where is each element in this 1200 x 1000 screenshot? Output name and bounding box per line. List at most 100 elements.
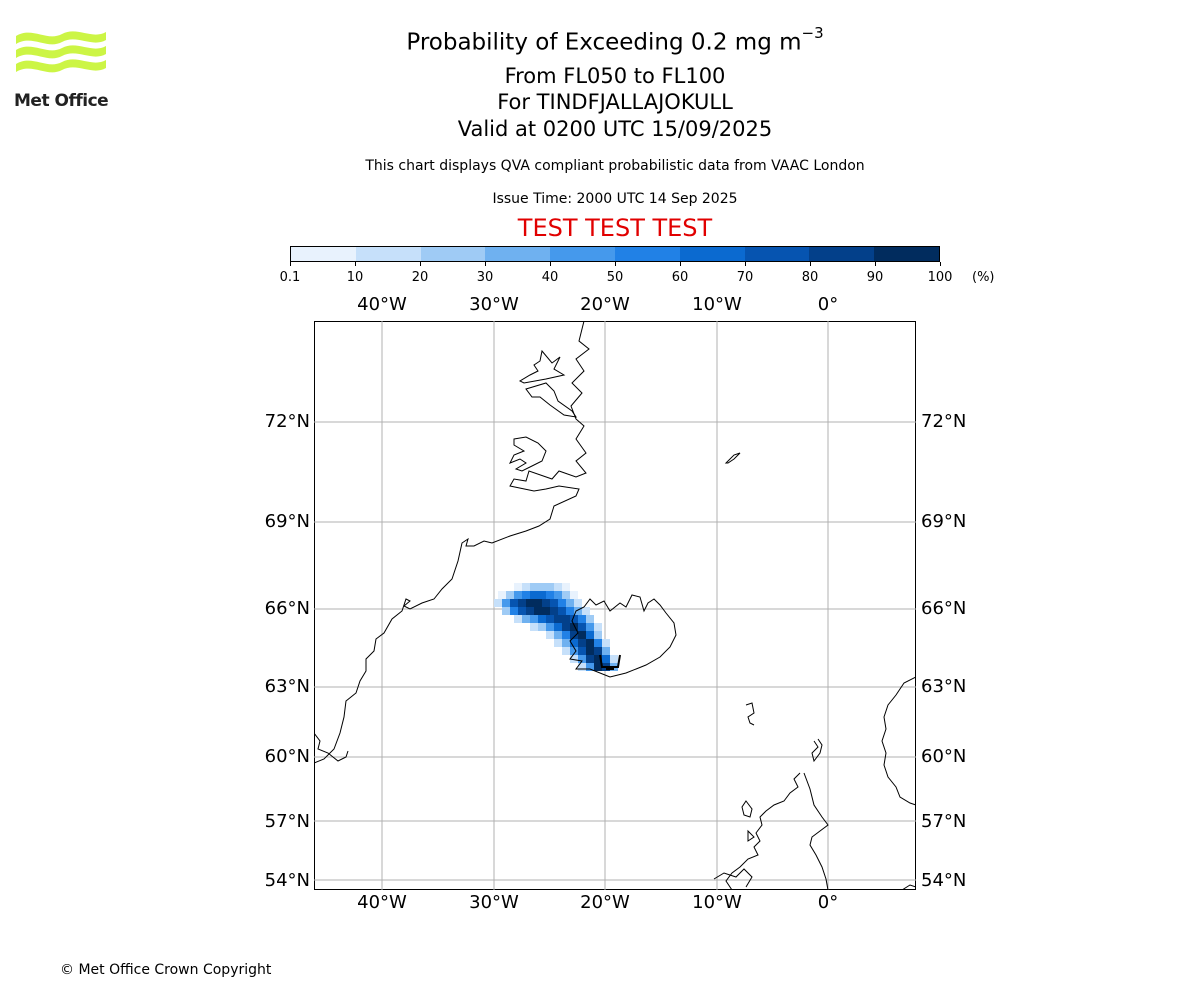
longitude-label: 40°W [357,294,407,315]
colorbar-tick-label: 100 [927,270,953,285]
flight-level-range: From FL050 to FL100 [504,64,726,88]
plume-cell [578,615,586,623]
plume-cell [558,599,566,607]
greenland-fjord-3 [508,436,547,472]
plume-cell [570,615,578,623]
colorbar-tick-label: 0.1 [279,270,301,285]
plume-cell [518,599,526,607]
colorbar-tick-mark [680,262,681,266]
plume-cell [546,631,554,639]
colorbar-tick-mark [810,262,811,266]
map-panel [314,321,916,890]
latitude-label: 60°N [921,746,967,767]
latitude-label: 57°N [264,811,310,832]
plume-cell [578,631,586,639]
longitude-label: 10°W [692,294,742,315]
plume-cell [510,607,518,615]
latitude-label: 72°N [264,411,310,432]
plume-cell [546,591,554,599]
plume-cell [594,639,602,647]
plume-cell [570,639,578,647]
colorbar [290,246,940,262]
plume-cell [530,591,538,599]
plume-cell [594,623,602,631]
plume-cell [514,591,522,599]
faroe-islands [745,702,755,726]
plume-cell [566,607,574,615]
plume-cell [594,631,602,639]
colorbar-segment [679,247,745,261]
colorbar-tick-label: 10 [346,270,364,285]
plume-cell [570,647,578,655]
latitude-label: 66°N [264,598,310,619]
colorbar-segment [291,247,356,261]
plume-cell [530,615,538,623]
colorbar-tick-label: 30 [476,270,494,285]
shetland [811,738,823,763]
issue-time: Issue Time: 2000 UTC 14 Sep 2025 [492,191,738,207]
colorbar-segment [744,247,810,261]
colorbar-tick-label: 80 [801,270,819,285]
plume-cell [570,655,578,663]
plume-cell [578,647,586,655]
plume-cell [542,607,550,615]
latitude-label: 69°N [264,511,310,532]
colorbar-tick-mark [290,262,291,266]
colorbar-tick-label: 40 [541,270,559,285]
plume-cell [570,591,578,599]
volcano-marker-icon [599,654,621,670]
greenland-tip [314,732,349,762]
latitude-label: 66°N [921,598,967,619]
copyright-notice: © Met Office Crown Copyright [60,962,272,978]
colorbar-tick-mark [420,262,421,266]
colorbar-tick-mark [615,262,616,266]
plume-cell [578,663,586,671]
colorbar-tick-label: 50 [606,270,624,285]
valid-time: Valid at 0200 UTC 15/09/2025 [457,117,773,141]
plume-cell [538,583,546,591]
plume-cell [530,583,538,591]
plume-cell [574,607,582,615]
norway-coast [881,676,916,806]
colorbar-segment [874,247,939,261]
plume-cell [522,615,530,623]
longitude-label: 30°W [469,892,519,913]
plume-cell [514,583,522,591]
plume-cell [546,583,554,591]
plume-cell [550,607,558,615]
plume-cell [578,655,586,663]
plume-cell [530,623,538,631]
colorbar-unit: (%) [972,270,995,285]
plume-cell [566,599,574,607]
colorbar-tick-label: 60 [671,270,689,285]
colorbar-tick-mark [355,262,356,266]
colorbar-tick-label: 20 [411,270,429,285]
plume-cell [586,615,594,623]
northern-ireland-coast [713,868,753,888]
plume-cell [562,591,570,599]
plume-cell [510,599,518,607]
test-banner: TEST TEST TEST [517,214,713,242]
plume-cell [562,647,570,655]
colorbar-segment [355,247,421,261]
chart-title: Probability of Exceeding 0.2 mg m−3 [0,24,1200,56]
plume-cell [570,631,578,639]
plume-cell [578,639,586,647]
plume-cell [586,631,594,639]
plume-cell [586,623,594,631]
scotland-coast [725,772,829,890]
jan-mayen [724,452,741,464]
plume-cell [538,623,546,631]
longitude-label: 30°W [469,294,519,315]
longitude-label: 20°W [580,892,630,913]
latitude-label: 60°N [264,746,310,767]
plume-cell [594,663,602,671]
latitude-label: 54°N [921,870,967,891]
plume-cell [602,655,610,663]
plume-cell [554,639,562,647]
plume-cell [522,583,530,591]
plume-cell [502,607,510,615]
plume-cell [494,599,502,607]
plume-cell [602,639,610,647]
plume-cell [586,663,594,671]
